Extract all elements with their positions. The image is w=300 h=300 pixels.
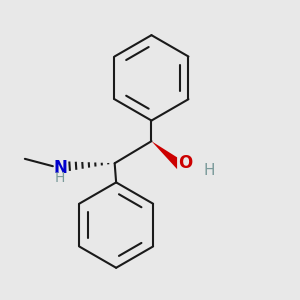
Text: H: H [203, 163, 214, 178]
Text: O: O [178, 154, 193, 172]
Text: N: N [53, 159, 67, 177]
Text: H: H [55, 171, 65, 185]
Polygon shape [152, 141, 177, 169]
